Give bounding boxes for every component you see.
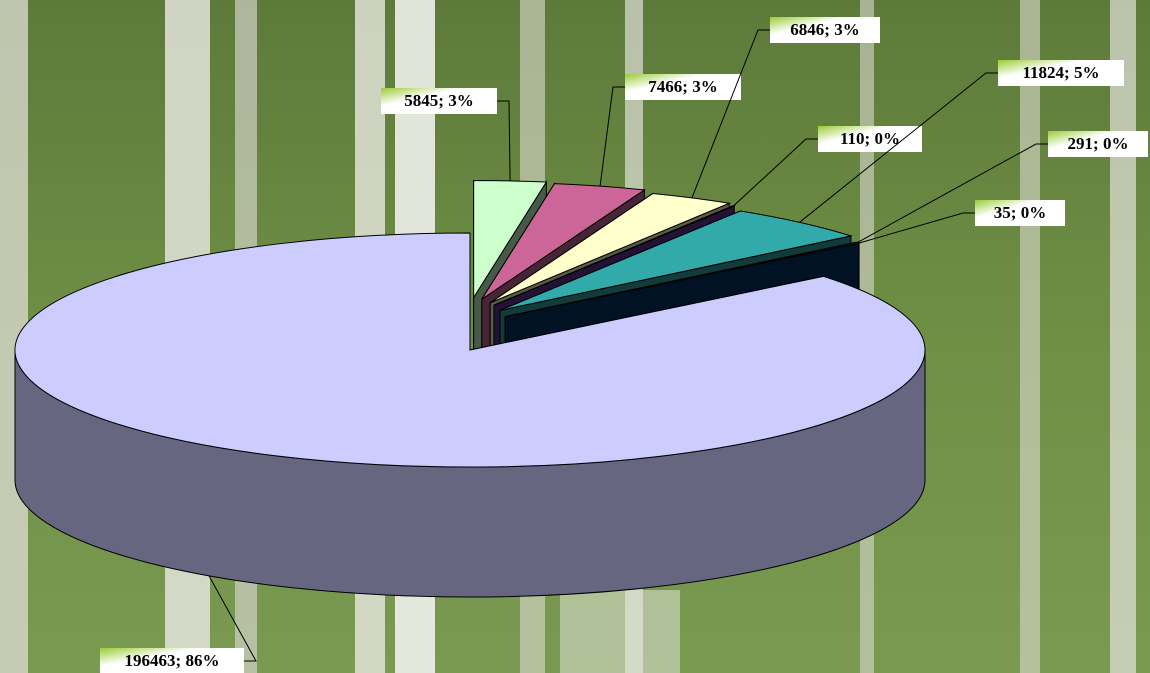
pie [14,180,926,598]
data-label: 110; 0% [840,129,900,148]
slice [499,210,853,311]
leader-line [497,100,511,181]
leader-line [858,212,975,244]
slice [14,232,926,468]
label-box [818,126,922,152]
data-label: 291; 0% [1068,134,1129,153]
slice [473,180,548,300]
leader-line [799,72,998,223]
slice [489,193,732,304]
leader-line [857,143,1048,243]
labels: 5845; 3% 7466; 3% 6846; 3% 110; 0% 11824; 5%… [100,17,1148,673]
leader-line [691,29,770,199]
leader-line [599,86,625,187]
data-label: 6846; 3% [790,20,859,39]
data-label: 11824; 5% [1023,63,1100,82]
label-box [770,17,880,43]
label-box [998,60,1124,86]
label-box [100,648,244,673]
label-box [975,200,1065,226]
leader-line [208,575,257,662]
label-box [381,88,497,114]
data-label: 196463; 86% [125,651,220,670]
data-label: 7466; 3% [648,77,717,96]
leader-line [733,138,818,207]
data-label: 35; 0% [994,203,1046,222]
label-box [625,74,741,100]
label-box [1048,131,1148,157]
data-label: 5845; 3% [404,91,473,110]
